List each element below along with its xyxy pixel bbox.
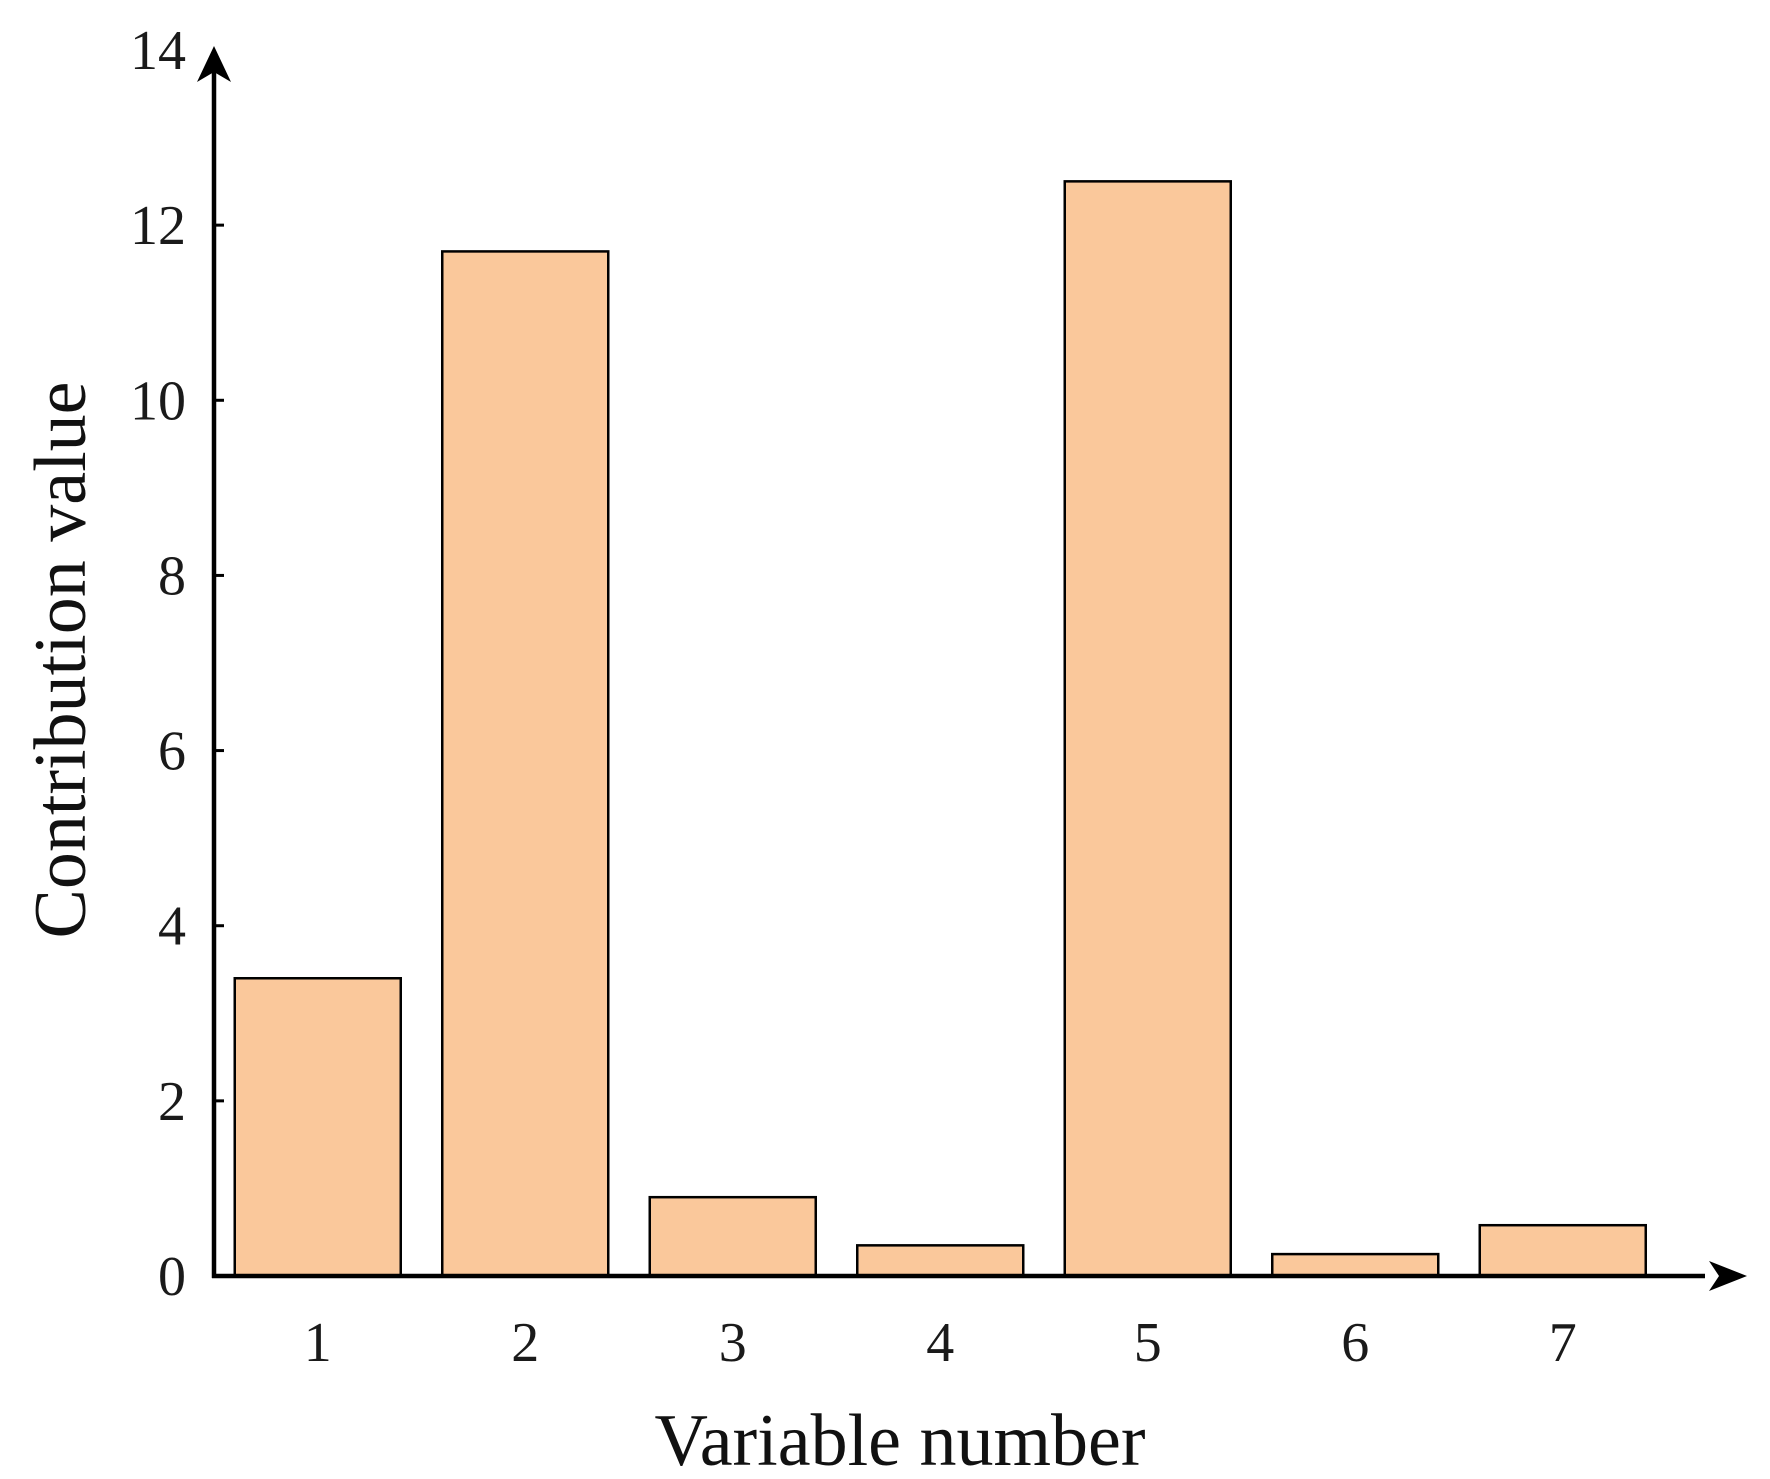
bar-7 (1478, 1223, 1647, 1278)
x-tick-label: 6 (1341, 1312, 1369, 1374)
bar-6 (1271, 1252, 1440, 1278)
x-tick-label: 7 (1549, 1312, 1577, 1374)
x-tick-label: 3 (719, 1312, 747, 1374)
y-tick-label: 8 (158, 545, 186, 607)
y-tick-label: 4 (158, 896, 186, 958)
y-tick-label: 10 (130, 370, 186, 432)
x-axis-ticks: 1 2 3 4 5 6 7 (304, 1312, 1577, 1374)
bar-1 (233, 977, 402, 1278)
x-tick-label: 2 (511, 1312, 539, 1374)
x-axis-arrow-icon (1709, 1261, 1747, 1291)
x-tick-label: 4 (926, 1312, 954, 1374)
x-tick-label: 5 (1134, 1312, 1162, 1374)
bar-4 (856, 1244, 1025, 1278)
bar-2 (441, 250, 610, 1278)
y-axis-ticks: 0 2 4 6 8 10 12 14 (130, 20, 224, 1308)
y-tick-label: 6 (158, 721, 186, 783)
bar-3 (648, 1195, 817, 1278)
y-tick-label: 2 (158, 1071, 186, 1133)
bars-group (233, 180, 1647, 1278)
x-axis-label: Variable number (654, 1400, 1145, 1479)
y-tick-label: 14 (130, 20, 186, 82)
y-axis-arrow-icon (197, 46, 231, 82)
y-tick-label: 12 (130, 195, 186, 257)
bar-5 (1063, 180, 1232, 1278)
y-tick-label: 0 (158, 1246, 186, 1308)
x-tick-label: 1 (304, 1312, 332, 1374)
y-axis-label: Contribution value (20, 382, 102, 939)
